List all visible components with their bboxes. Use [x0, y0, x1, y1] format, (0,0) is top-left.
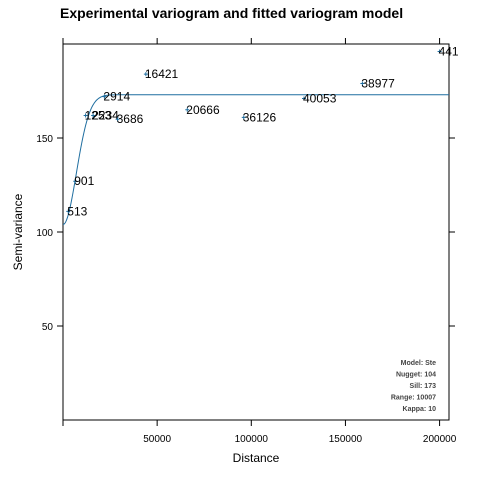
point-marker	[302, 96, 307, 101]
point-label: 40053	[303, 92, 337, 106]
model-info-line: Sill: 173	[410, 383, 437, 390]
point-label: 901	[74, 174, 94, 188]
point-label: 1253	[85, 108, 112, 122]
point-marker	[73, 179, 78, 184]
point-label: 513	[67, 204, 87, 218]
x-tick-label: 100000	[235, 434, 269, 445]
x-tick-label: 150000	[329, 434, 363, 445]
y-tick-label: 150	[36, 134, 53, 145]
x-tick-label: 200000	[423, 434, 457, 445]
point-label: 3686	[117, 112, 144, 126]
x-tick-label: 50000	[143, 434, 171, 445]
point-marker	[115, 117, 120, 122]
point-marker	[83, 113, 88, 118]
model-info-line: Kappa: 10	[403, 406, 437, 413]
point-marker	[360, 81, 365, 86]
point-marker	[143, 72, 148, 77]
chart-title: Experimental variogram and fitted variog…	[60, 5, 403, 21]
fitted-model-line	[62, 94, 449, 225]
point-marker	[241, 115, 246, 120]
y-tick-label: 50	[42, 322, 54, 333]
axis-ticks: 50000 100000 150000 200000 50 100 150	[36, 38, 457, 445]
point-label: 16421	[145, 67, 179, 81]
point-label: 441	[439, 45, 459, 59]
model-curve-group	[62, 94, 449, 225]
point-label: 38977	[361, 76, 395, 90]
point-marker	[91, 113, 96, 118]
model-info-line: Range: 10007	[391, 395, 436, 402]
y-axis-label: Semi-variance	[11, 193, 25, 270]
model-info-line: Nugget: 104	[396, 372, 436, 379]
point-label: 20666	[186, 103, 220, 117]
model-info: Model: Ste Nugget: 104 Sill: 173 Range: 100…	[391, 360, 436, 413]
point-marker	[66, 209, 71, 214]
model-info-line: Model: Ste	[401, 360, 436, 367]
point-label: 2914	[103, 90, 130, 104]
point-marker	[437, 49, 442, 54]
point-marker	[102, 94, 107, 99]
point-label: 36126	[243, 110, 277, 124]
point-marker	[185, 107, 190, 112]
y-tick-label: 100	[36, 228, 53, 239]
point-label: 2234	[92, 108, 119, 122]
x-axis-label: Distance	[233, 451, 280, 465]
